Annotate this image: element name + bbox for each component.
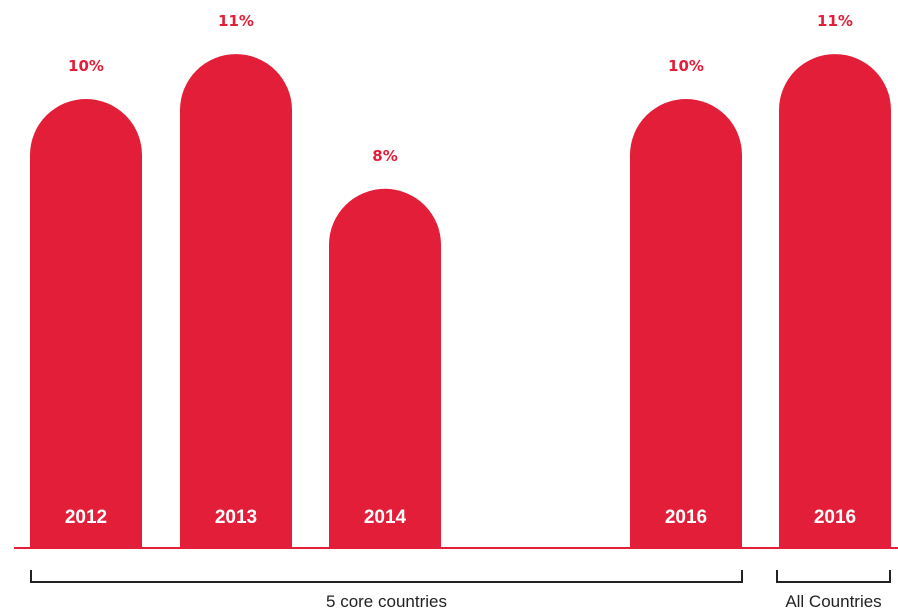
value-label: 8%	[372, 147, 397, 165]
bar-2013	[180, 54, 292, 548]
category-label: 2014	[364, 507, 407, 528]
value-label: 10%	[668, 57, 704, 75]
group-bracket	[30, 570, 743, 583]
category-label: 2012	[65, 507, 107, 528]
category-label: 2016	[814, 507, 856, 528]
bar-2012	[30, 99, 142, 548]
value-label: 11%	[817, 12, 853, 30]
group-label: 5 core countries	[326, 592, 447, 611]
bar-2016-all-countries	[779, 54, 891, 548]
group-brackets-layer: 5 core countries All Countries	[30, 570, 891, 611]
category-label: 2016	[665, 507, 707, 528]
value-label: 10%	[68, 57, 104, 75]
group-bracket	[776, 570, 891, 583]
category-label: 2013	[215, 507, 257, 528]
group-label: All Countries	[785, 592, 881, 611]
bar-2016	[630, 99, 742, 548]
bars-layer: 10% 2012 11% 2013 8% 2014 10% 2016 11% 2016	[30, 12, 891, 548]
bar-2014	[329, 188, 441, 548]
value-label: 11%	[218, 12, 254, 30]
